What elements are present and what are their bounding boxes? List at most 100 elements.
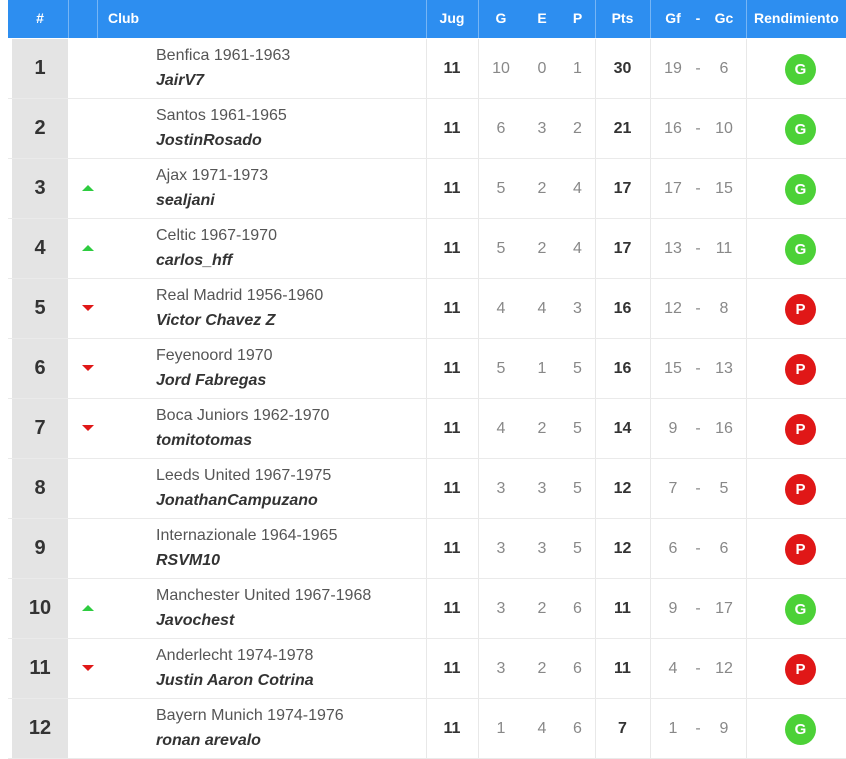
club-user[interactable]: carlos_hff (156, 252, 233, 269)
club-user[interactable]: Victor Chavez Z (156, 312, 276, 329)
performance-badge: P (785, 654, 816, 685)
won-cell: 4 (496, 300, 506, 317)
trend-down-icon (81, 303, 95, 313)
goals-dash: - (695, 300, 701, 317)
club-cell[interactable]: Santos 1961-1965 JostinRosado (156, 106, 426, 152)
table-row[interactable]: 9 Internazionale 1964-1965 RSVM10 11 3 3 5 12 6-… (8, 519, 846, 579)
lost-cell: 5 (573, 360, 582, 377)
played-cell: 11 (443, 180, 461, 197)
club-cell[interactable]: Feyenoord 1970 Jord Fabregas (156, 346, 426, 392)
club-cell[interactable]: Manchester United 1967-1968 Javochest (156, 586, 426, 632)
table-row[interactable]: 4 Celtic 1967-1970 carlos_hff 11 5 2 4 17 13-11 G (8, 219, 846, 279)
club-name[interactable]: Santos 1961-1965 (156, 107, 287, 124)
goals-for-cell: 17 (664, 180, 682, 197)
won-cell: 5 (496, 240, 506, 257)
table-row[interactable]: 7 Boca Juniors 1962-1970 tomitotomas 11 4 2 5 1… (8, 399, 846, 459)
position-number: 9 (12, 519, 68, 578)
lost-cell: 5 (573, 540, 582, 557)
lost-cell: 6 (573, 720, 582, 737)
club-cell[interactable]: Internazionale 1964-1965 RSVM10 (156, 526, 426, 572)
trend-up-icon (81, 603, 95, 613)
header-dash: - (695, 10, 701, 26)
won-cell: 1 (496, 720, 506, 737)
goals-for-cell: 7 (668, 480, 678, 497)
position-number: 5 (12, 279, 68, 338)
club-cell[interactable]: Boca Juniors 1962-1970 tomitotomas (156, 406, 426, 452)
goals-against-cell: 10 (715, 120, 733, 137)
performance-badge: P (785, 534, 816, 565)
won-cell: 3 (496, 540, 506, 557)
club-user[interactable]: RSVM10 (156, 552, 221, 569)
club-cell[interactable]: Celtic 1967-1970 carlos_hff (156, 226, 426, 272)
goals-against-cell: 16 (715, 420, 733, 437)
club-user[interactable]: ronan arevalo (156, 732, 261, 749)
club-cell[interactable]: Benfica 1961-1963 JairV7 (156, 46, 426, 92)
table-row[interactable]: 1 Benfica 1961-1963 JairV7 11 10 0 1 30 19- 6 G (8, 39, 846, 99)
lost-cell: 6 (573, 660, 582, 677)
position-number: 1 (12, 39, 68, 98)
club-name[interactable]: Bayern Munich 1974-1976 (156, 707, 344, 724)
table-row[interactable]: 6 Feyenoord 1970 Jord Fabregas 11 5 1 5 16 15-13… (8, 339, 846, 399)
club-name[interactable]: Boca Juniors 1962-1970 (156, 407, 330, 424)
club-name[interactable]: Feyenoord 1970 (156, 347, 273, 364)
club-user[interactable]: Javochest (156, 612, 235, 629)
club-name[interactable]: Manchester United 1967-1968 (156, 587, 372, 604)
goals-for-cell: 15 (664, 360, 682, 377)
played-cell: 11 (443, 660, 461, 677)
goals-against-cell: 8 (719, 300, 729, 317)
table-row[interactable]: 5 Real Madrid 1956-1960 Victor Chavez Z 11 4… (8, 279, 846, 339)
club-cell[interactable]: Anderlecht 1974-1978 Justin Aaron Cotrina (156, 646, 426, 692)
club-name[interactable]: Real Madrid 1956-1960 (156, 287, 324, 304)
header-p[interactable]: P (572, 10, 583, 26)
club-user[interactable]: sealjani (156, 192, 215, 209)
club-name[interactable]: Celtic 1967-1970 (156, 227, 277, 244)
performance-badge: P (785, 294, 816, 325)
points-cell: 16 (613, 360, 632, 377)
drawn-cell: 0 (537, 60, 547, 77)
club-user[interactable]: tomitotomas (156, 432, 252, 449)
goals-for-cell: 13 (664, 240, 682, 257)
position-number: 7 (12, 399, 68, 458)
table-row[interactable]: 12 Bayern Munich 1974-1976 ronan arevalo 11… (8, 699, 846, 759)
performance-badge: P (785, 474, 816, 505)
club-cell[interactable]: Ajax 1971-1973 sealjani (156, 166, 426, 212)
header-gf[interactable]: Gf (665, 10, 681, 26)
club-user[interactable]: JairV7 (156, 72, 205, 89)
club-user[interactable]: Jord Fabregas (156, 372, 267, 389)
club-name[interactable]: Internazionale 1964-1965 (156, 527, 338, 544)
club-user[interactable]: Justin Aaron Cotrina (156, 672, 314, 689)
lost-cell: 2 (573, 120, 582, 137)
club-name[interactable]: Benfica 1961-1963 (156, 47, 291, 64)
club-cell[interactable]: Leeds United 1967-1975 JonathanCampuzano (156, 466, 426, 512)
table-row[interactable]: 2 Santos 1961-1965 JostinRosado 11 6 3 2 21 16-1… (8, 99, 846, 159)
table-row[interactable]: 11 Anderlecht 1974-1978 Justin Aaron Cotri… (8, 639, 846, 699)
club-cell[interactable]: Bayern Munich 1974-1976 ronan arevalo (156, 706, 426, 752)
header-e[interactable]: E (537, 10, 547, 26)
goals-for-cell: 12 (664, 300, 682, 317)
trend-up-icon (81, 183, 95, 193)
drawn-cell: 2 (537, 180, 547, 197)
header-pts[interactable]: Pts (611, 10, 634, 26)
table-row[interactable]: 3 Ajax 1971-1973 sealjani 11 5 2 4 17 17-15 G (8, 159, 846, 219)
club-cell[interactable]: Real Madrid 1956-1960 Victor Chavez Z (156, 286, 426, 332)
played-cell: 11 (443, 480, 461, 497)
club-name[interactable]: Ajax 1971-1973 (156, 167, 269, 184)
header-g[interactable]: G (495, 10, 507, 26)
header-club[interactable]: Club (108, 10, 140, 26)
header-rendimiento: Rendimiento (754, 10, 839, 26)
club-name[interactable]: Anderlecht 1974-1978 (156, 647, 314, 664)
club-name[interactable]: Leeds United 1967-1975 (156, 467, 332, 484)
table-row[interactable]: 8 Leeds United 1967-1975 JonathanCampuzano… (8, 459, 846, 519)
goals-for-cell: 9 (668, 600, 678, 617)
goals-dash: - (695, 180, 701, 197)
club-user[interactable]: JonathanCampuzano (156, 492, 318, 509)
position-number: 11 (12, 639, 68, 698)
performance-badge: G (785, 54, 816, 85)
goals-against-cell: 6 (719, 540, 729, 557)
drawn-cell: 3 (537, 120, 547, 137)
table-row[interactable]: 10 Manchester United 1967-1968 Javochest 11… (8, 579, 846, 639)
header-jug[interactable]: Jug (439, 10, 465, 26)
club-user[interactable]: JostinRosado (156, 132, 262, 149)
header-gc[interactable]: Gc (714, 10, 734, 26)
played-cell: 11 (443, 420, 461, 437)
